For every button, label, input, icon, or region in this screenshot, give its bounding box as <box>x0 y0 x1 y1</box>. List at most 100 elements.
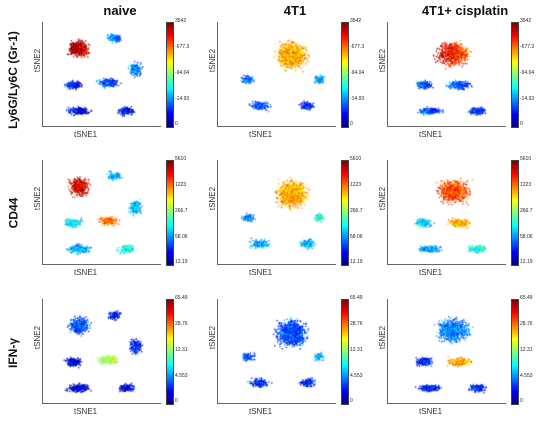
y-axis-label: tSNE2 <box>33 186 43 211</box>
colorbar-tick: 1223 <box>350 182 362 188</box>
column-title-4t1-cisplatin: 4T1+ cisplatin <box>421 3 509 18</box>
colorbar <box>341 160 349 266</box>
colorbar-tick: 266.7 <box>350 208 363 214</box>
colorbar-tick: 28.76 <box>520 321 533 327</box>
row-label-cd44: CD44 <box>6 197 20 229</box>
scatter-area <box>42 299 161 404</box>
y-axis-label: tSNE2 <box>208 186 218 211</box>
row-label-ifng: IFN-γ <box>6 338 20 368</box>
tsne-panel-cd44-naive: tSNE2 tSNE1 5610 1223 266.7 58.06 12.19 <box>30 156 190 286</box>
colorbar-tick: -14.93 <box>175 96 190 102</box>
colorbar <box>511 299 519 405</box>
colorbar-tick: -94.04 <box>520 70 535 76</box>
colorbar-tick: -14.93 <box>350 96 365 102</box>
colorbar-tick: 0 <box>520 398 523 404</box>
colorbar-tick: 3542 <box>350 18 362 24</box>
colorbar-tick: 0 <box>175 398 178 404</box>
scatter-area <box>217 22 336 127</box>
colorbar-tick: 5610 <box>175 156 187 162</box>
colorbar <box>166 160 174 266</box>
colorbar-tick: 12.19 <box>175 259 188 265</box>
colorbar-tick: 1223 <box>520 182 532 188</box>
x-axis-label: tSNE1 <box>419 130 443 139</box>
y-axis-label: tSNE2 <box>208 48 218 73</box>
x-axis-label: tSNE1 <box>419 268 443 277</box>
colorbar-tick: 65.49 <box>350 295 363 301</box>
colorbar-tick: 65.49 <box>520 295 533 301</box>
colorbar-tick: 58.06 <box>175 234 188 240</box>
scatter-area <box>387 299 506 404</box>
colorbar-tick: 3542 <box>520 18 532 24</box>
colorbar-tick: 5610 <box>350 156 362 162</box>
colorbar-tick: 12.31 <box>175 347 188 353</box>
column-title-naive: naive <box>103 3 137 18</box>
tsne-scatter <box>218 299 336 403</box>
y-axis-label: tSNE2 <box>378 186 388 211</box>
colorbar-tick: -677.3 <box>175 44 190 50</box>
x-axis-label: tSNE1 <box>419 407 443 416</box>
tsne-scatter <box>218 22 336 126</box>
colorbar <box>341 299 349 405</box>
tsne-panel-gr1-4t1: tSNE2 tSNE1 3542 -677.3 -94.04 -14.93 0 <box>205 18 365 148</box>
x-axis-label: tSNE1 <box>249 407 273 416</box>
colorbar-tick: 0 <box>175 121 178 127</box>
tsne-scatter <box>43 160 161 264</box>
colorbar-tick: -677.3 <box>350 44 365 50</box>
colorbar-tick: 4.553 <box>350 373 363 379</box>
column-title-4t1: 4T1 <box>283 3 307 18</box>
x-axis-label: tSNE1 <box>74 407 98 416</box>
tsne-scatter <box>43 22 161 126</box>
y-axis-label: tSNE2 <box>378 48 388 73</box>
row-label-gr1: Ly6G/Ly6C (Gr-1) <box>6 31 20 129</box>
colorbar <box>166 22 174 128</box>
colorbar-tick: 266.7 <box>520 208 533 214</box>
colorbar <box>511 22 519 128</box>
x-axis-label: tSNE1 <box>74 268 98 277</box>
scatter-area <box>42 160 161 265</box>
colorbar-tick: 4.553 <box>520 373 533 379</box>
tsne-panel-cd44-4t1: tSNE2 tSNE1 5610 1223 266.7 58.06 12.19 <box>205 156 365 286</box>
tsne-scatter <box>388 22 506 126</box>
tsne-scatter <box>388 160 506 264</box>
tsne-panel-gr1-4t1-cisplatin: tSNE2 tSNE1 3542 -677.3 -94.04 -14.93 0 <box>375 18 535 148</box>
colorbar-tick: 12.19 <box>350 259 363 265</box>
colorbar-tick: 3542 <box>175 18 187 24</box>
scatter-area <box>42 22 161 127</box>
x-axis-label: tSNE1 <box>74 130 98 139</box>
y-axis-label: tSNE2 <box>208 325 218 350</box>
colorbar-tick: -14.93 <box>520 96 535 102</box>
tsne-panel-ifng-4t1: tSNE2 tSNE1 65.49 28.76 12.31 4.553 0 <box>205 295 365 425</box>
tsne-scatter <box>43 299 161 403</box>
colorbar-tick: 12.31 <box>350 347 363 353</box>
y-axis-label: tSNE2 <box>33 325 43 350</box>
scatter-area <box>387 160 506 265</box>
scatter-area <box>217 160 336 265</box>
colorbar <box>511 160 519 266</box>
x-axis-label: tSNE1 <box>249 268 273 277</box>
tsne-panel-gr1-naive: tSNE2 tSNE1 3542 -677.3 -94.04 -14.93 0 <box>30 18 190 148</box>
y-axis-label: tSNE2 <box>378 325 388 350</box>
colorbar <box>166 299 174 405</box>
x-axis-label: tSNE1 <box>249 130 273 139</box>
colorbar-tick: 12.31 <box>520 347 533 353</box>
tsne-scatter <box>218 160 336 264</box>
scatter-area <box>217 299 336 404</box>
tsne-scatter <box>388 299 506 403</box>
colorbar-tick: 0 <box>350 121 353 127</box>
colorbar-tick: 28.76 <box>175 321 188 327</box>
colorbar-tick: 58.06 <box>350 234 363 240</box>
tsne-panel-ifng-4t1-cisplatin: tSNE2 tSNE1 65.49 28.76 12.31 4.553 0 <box>375 295 535 425</box>
y-axis-label: tSNE2 <box>33 48 43 73</box>
tsne-panel-cd44-4t1-cisplatin: tSNE2 tSNE1 5610 1223 266.7 58.06 12.19 <box>375 156 535 286</box>
colorbar-tick: -94.04 <box>350 70 365 76</box>
colorbar-tick: 0 <box>520 121 523 127</box>
colorbar-tick: -94.04 <box>175 70 190 76</box>
tsne-panel-ifng-naive: tSNE2 tSNE1 65.49 28.76 12.31 4.553 0 <box>30 295 190 425</box>
colorbar-tick: 0 <box>350 398 353 404</box>
colorbar-tick: 65.49 <box>175 295 188 301</box>
colorbar-tick: 266.7 <box>175 208 188 214</box>
colorbar-tick: 5610 <box>520 156 532 162</box>
colorbar-tick: 4.553 <box>175 373 188 379</box>
colorbar <box>341 22 349 128</box>
scatter-area <box>387 22 506 127</box>
